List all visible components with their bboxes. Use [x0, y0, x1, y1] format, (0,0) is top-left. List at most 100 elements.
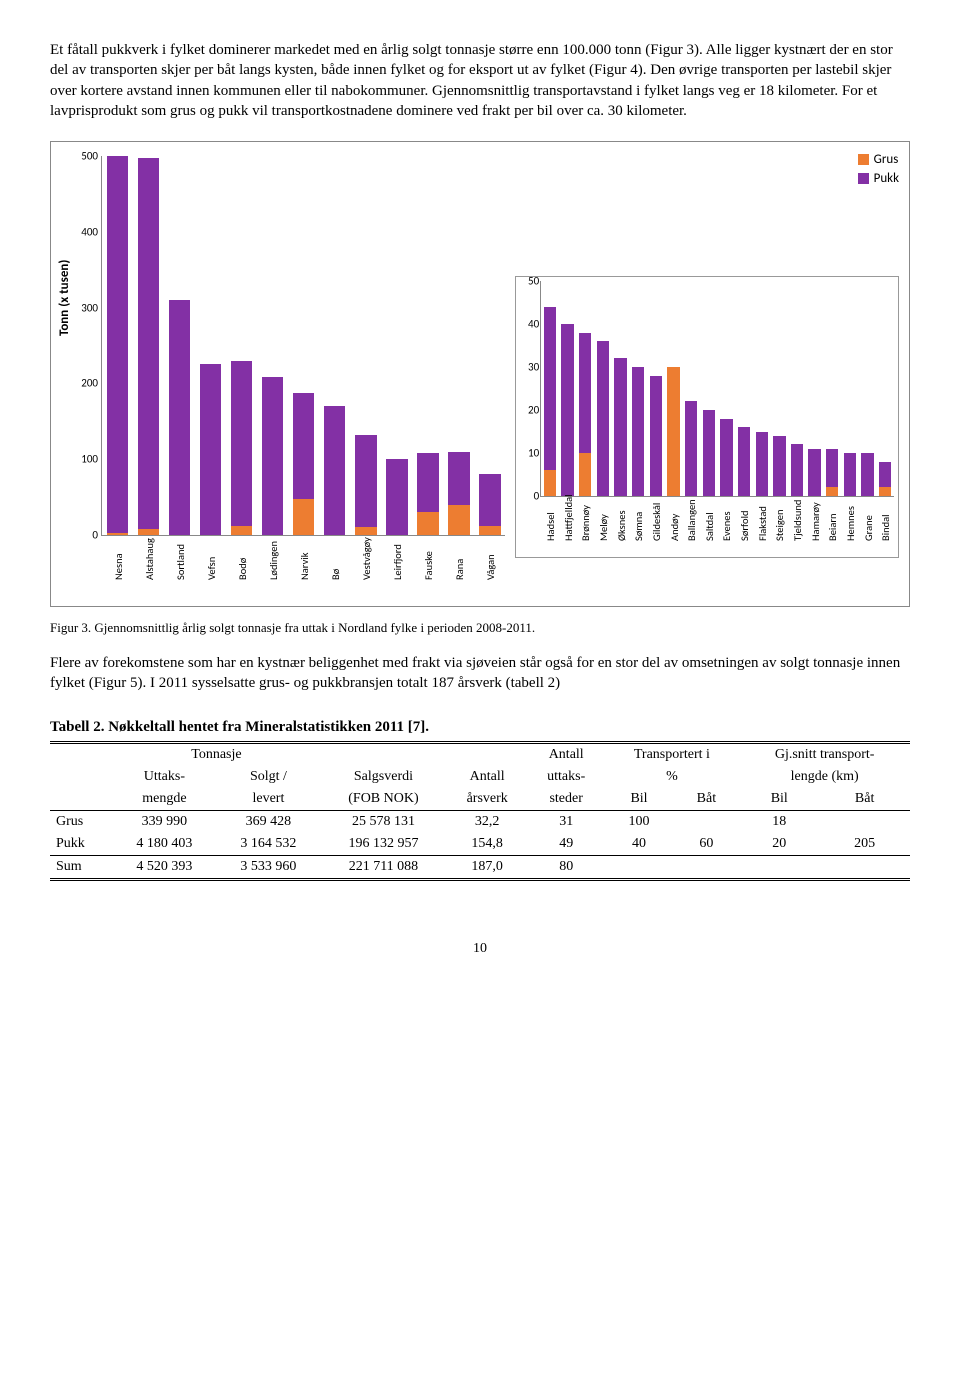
th-sub [50, 788, 112, 811]
bar-pukk [844, 453, 856, 496]
bar-group: Tjeldsund [788, 281, 806, 496]
bar-group: Narvik [288, 156, 319, 535]
category-label: Vefsn [205, 557, 218, 580]
th-sub: levert [216, 788, 320, 811]
table-cell [674, 811, 740, 834]
bar-grus [826, 487, 838, 496]
bar-group: Bindal [876, 281, 894, 496]
figure-caption: Figur 3. Gjennomsnittlig årlig solgt ton… [50, 619, 910, 637]
category-label: Tjeldsund [791, 500, 804, 541]
bar-group: Bø [319, 156, 350, 535]
bar-pukk [262, 377, 284, 535]
table-cell: 369 428 [216, 811, 320, 834]
category-label: Leirfjord [391, 544, 404, 580]
category-label: Ballangen [685, 499, 698, 541]
table-cell: Pukk [50, 833, 112, 856]
bar-group: Flakstad [753, 281, 771, 496]
bar-group: Rana [443, 156, 474, 535]
bar-group: Ballangen [682, 281, 700, 496]
category-label: Hemnes [844, 506, 857, 541]
table-cell: 18 [739, 811, 819, 834]
table-cell: Grus [50, 811, 112, 834]
bar-group: Sørfold [735, 281, 753, 496]
bar-group: Andøy [665, 281, 683, 496]
category-label: Gildeskål [650, 503, 663, 541]
bar-group: Fauske [412, 156, 443, 535]
tick-label: 0 [519, 490, 539, 503]
bar-grus [579, 453, 591, 496]
intro-paragraph: Et fåtall pukkverk i fylket dominerer ma… [50, 40, 910, 121]
bar-pukk [826, 449, 838, 488]
bar-group: Vestvågøy [350, 156, 381, 535]
bar-grus [879, 487, 891, 496]
bar-pukk [107, 156, 129, 533]
bar-group: Lødingen [257, 156, 288, 535]
table-cell: 20 [739, 833, 819, 856]
bar-pukk [632, 367, 644, 496]
body-paragraph: Flere av forekomstene som har en kystnær… [50, 653, 910, 694]
table-cell: 339 990 [112, 811, 216, 834]
table-cell: 60 [674, 833, 740, 856]
th-sub: Bil [605, 788, 674, 811]
category-label: Nesna [112, 553, 125, 580]
table-cell [819, 856, 910, 880]
category-label: Narvik [298, 553, 311, 581]
category-label: Andøy [668, 514, 681, 541]
tick-label: 100 [72, 453, 98, 466]
bar-group: Vefsn [195, 156, 226, 535]
bar-group: Saltdal [700, 281, 718, 496]
bar-pukk [879, 462, 891, 488]
th-lengde: lengde (km) [739, 766, 910, 788]
category-label: Sortland [174, 544, 187, 580]
bar-pukk [685, 401, 697, 496]
table-cell: Sum [50, 856, 112, 880]
bar-group: Leirfjord [381, 156, 412, 535]
main-axis: NesnaAlstahaugSortlandVefsnBodøLødingenN… [101, 156, 505, 536]
th-gjsnitt: Gj.snitt transport- [739, 743, 910, 767]
tick-label: 200 [72, 377, 98, 390]
th-sub: mengde [112, 788, 216, 811]
bar-pukk [293, 393, 315, 499]
bar-group: Bodø [226, 156, 257, 535]
category-label: Evenes [720, 511, 733, 541]
category-label: Beiarn [826, 513, 839, 541]
bar-grus [107, 533, 129, 535]
table-cell: 154,8 [446, 833, 527, 856]
category-label: Vågan [484, 554, 497, 580]
bar-pukk [544, 307, 556, 470]
category-label: Brønnøy [579, 505, 592, 541]
tick-label: 50 [519, 275, 539, 288]
th-solgt: Solgt / [216, 766, 320, 788]
bar-pukk [614, 358, 626, 496]
bar-pukk [169, 300, 191, 535]
table-cell: 4 180 403 [112, 833, 216, 856]
bar-pukk [861, 453, 873, 496]
bar-group: Sømna [629, 281, 647, 496]
bar-pukk [720, 419, 732, 496]
category-label: Saltdal [703, 512, 716, 541]
table-cell: 205 [819, 833, 910, 856]
category-label: Fauske [422, 551, 435, 580]
bar-pukk [479, 474, 501, 526]
th-pct: % [605, 766, 740, 788]
tick-label: 10 [519, 447, 539, 460]
bar-group: Steigen [771, 281, 789, 496]
table-cell: 80 [528, 856, 605, 880]
category-label: Hamarøy [809, 502, 822, 541]
category-label: Grane [862, 515, 875, 541]
bar-group: Meløy [594, 281, 612, 496]
tick-label: 400 [72, 225, 98, 238]
bar-pukk [738, 427, 750, 496]
bar-pukk [386, 459, 408, 535]
th-tonnasje: Tonnasje [112, 743, 320, 767]
bar-grus [448, 505, 470, 535]
bar-grus [355, 527, 377, 535]
category-label: Steigen [773, 510, 786, 541]
category-label: Meløy [597, 514, 610, 541]
legend-label: Pukk [874, 171, 899, 186]
table-cell [674, 856, 740, 880]
table-cell: 49 [528, 833, 605, 856]
category-label: Sørfold [738, 511, 751, 542]
legend-item: Pukk [858, 171, 899, 186]
bar-group: Hemnes [841, 281, 859, 496]
